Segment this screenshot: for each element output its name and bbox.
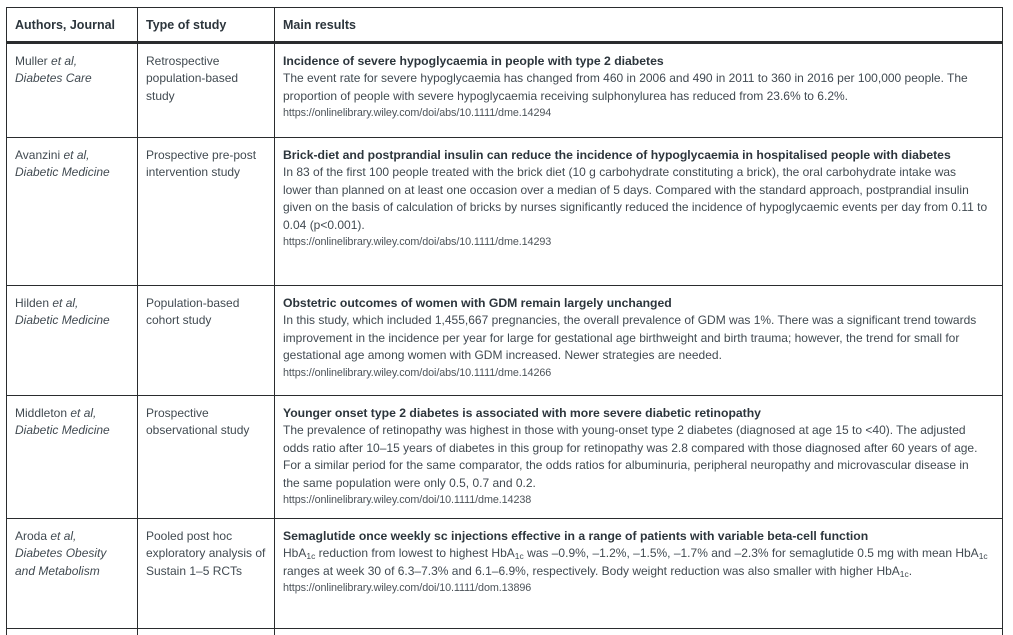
main-results-cell: Brick-diet and postprandial insulin can … bbox=[274, 137, 1003, 286]
column-header-authors-journal: Authors, Journal bbox=[6, 7, 138, 44]
authors-journal-cell: Hilden et al, Diabetic Medicine bbox=[6, 285, 138, 396]
partial-cutoff-row bbox=[6, 628, 1003, 635]
study-type: Retrospective population-based study bbox=[146, 54, 239, 103]
author-name: Middleton bbox=[15, 406, 68, 420]
header-row: Authors, Journal Type of study Main resu… bbox=[6, 7, 1003, 44]
journal-name: Diabetic Medicine bbox=[15, 313, 110, 328]
author-line: Aroda et al, bbox=[15, 528, 129, 545]
table-row: Muller et al, Diabetes Care Retrospectiv… bbox=[6, 42, 1003, 138]
result-body: HbA1c reduction from lowest to highest H… bbox=[283, 546, 988, 579]
authors-journal-cell: Avanzini et al, Diabetic Medicine bbox=[6, 137, 138, 286]
result-body: In this study, which included 1,455,667 … bbox=[283, 313, 977, 363]
result-doi-link[interactable]: https://onlinelibrary.wiley.com/doi/10.1… bbox=[283, 494, 532, 507]
result-title: Incidence of severe hypoglycaemia in peo… bbox=[283, 54, 664, 68]
result-title: Obstetric outcomes of women with GDM rem… bbox=[283, 296, 672, 310]
result-doi-link[interactable]: https://onlinelibrary.wiley.com/doi/abs/… bbox=[283, 107, 552, 120]
table-row: Aroda et al, Diabetes Obesity and Metabo… bbox=[6, 518, 1003, 629]
table-row: Middleton et al, Diabetic Medicine Prosp… bbox=[6, 395, 1003, 519]
table-row: Hilden et al, Diabetic Medicine Populati… bbox=[6, 285, 1003, 396]
result-title: Brick-diet and postprandial insulin can … bbox=[283, 148, 951, 162]
result-doi-link[interactable]: https://onlinelibrary.wiley.com/doi/abs/… bbox=[283, 236, 552, 249]
study-type: Prospective observational study bbox=[146, 406, 250, 438]
result-body: In 83 of the first 100 people treated wi… bbox=[283, 165, 988, 232]
journal-name: Diabetes Obesity and Metabolism bbox=[15, 546, 107, 578]
journal-name: Diabetic Medicine bbox=[15, 165, 110, 180]
result-body: The prevalence of retinopathy was highes… bbox=[283, 423, 978, 490]
journal-name: Diabetic Medicine bbox=[15, 423, 110, 438]
table-body: Muller et al, Diabetes Care Retrospectiv… bbox=[6, 42, 1003, 635]
partial-row-cell bbox=[274, 628, 1003, 635]
column-header-type-of-study: Type of study bbox=[137, 7, 275, 44]
author-line: Hilden et al, bbox=[15, 295, 129, 312]
main-results-cell: Semaglutide once weekly sc injections ef… bbox=[274, 518, 1003, 629]
study-type: Population-based cohort study bbox=[146, 296, 240, 328]
study-type-cell: Population-based cohort study bbox=[137, 285, 275, 396]
author-name: Aroda bbox=[15, 529, 48, 543]
study-type: Pooled post hoc exploratory analysis of … bbox=[146, 529, 266, 578]
result-title: Younger onset type 2 diabetes is associa… bbox=[283, 406, 761, 420]
partial-row-cell bbox=[137, 628, 275, 635]
column-header-main-results: Main results bbox=[274, 7, 1003, 44]
result-doi-link[interactable]: https://onlinelibrary.wiley.com/doi/abs/… bbox=[283, 366, 552, 379]
study-type-cell: Prospective pre-post intervention study bbox=[137, 137, 275, 286]
author-name: Muller bbox=[15, 54, 48, 68]
author-line: Middleton et al, bbox=[15, 405, 129, 422]
study-type-cell: Pooled post hoc exploratory analysis of … bbox=[137, 518, 275, 629]
author-etal: et al, bbox=[50, 529, 77, 543]
partial-row-cell bbox=[6, 628, 138, 635]
main-results-cell: Younger onset type 2 diabetes is associa… bbox=[274, 395, 1003, 519]
result-body: The event rate for severe hypoglycaemia … bbox=[283, 71, 968, 103]
author-etal: et al, bbox=[63, 148, 90, 162]
main-results-cell: Obstetric outcomes of women with GDM rem… bbox=[274, 285, 1003, 396]
main-results-cell: Incidence of severe hypoglycaemia in peo… bbox=[274, 42, 1003, 138]
study-type-cell: Prospective observational study bbox=[137, 395, 275, 519]
journal-name: Diabetes Care bbox=[15, 71, 92, 86]
authors-journal-cell: Aroda et al, Diabetes Obesity and Metabo… bbox=[6, 518, 138, 629]
table-row: Avanzini et al, Diabetic Medicine Prospe… bbox=[6, 137, 1003, 286]
author-name: Avanzini bbox=[15, 148, 61, 162]
result-doi-link[interactable]: https://onlinelibrary.wiley.com/doi/10.1… bbox=[283, 582, 532, 595]
study-type: Prospective pre-post intervention study bbox=[146, 148, 257, 180]
authors-journal-cell: Muller et al, Diabetes Care bbox=[6, 42, 138, 138]
author-etal: et al, bbox=[51, 54, 78, 68]
study-type-cell: Retrospective population-based study bbox=[137, 42, 275, 138]
author-line: Avanzini et al, bbox=[15, 147, 129, 164]
author-line: Muller et al, bbox=[15, 53, 129, 70]
author-name: Hilden bbox=[15, 296, 50, 310]
result-title: Semaglutide once weekly sc injections ef… bbox=[283, 529, 869, 543]
journal-digest-table: Authors, Journal Type of study Main resu… bbox=[6, 7, 1003, 635]
author-etal: et al, bbox=[52, 296, 79, 310]
author-etal: et al, bbox=[70, 406, 97, 420]
authors-journal-cell: Middleton et al, Diabetic Medicine bbox=[6, 395, 138, 519]
